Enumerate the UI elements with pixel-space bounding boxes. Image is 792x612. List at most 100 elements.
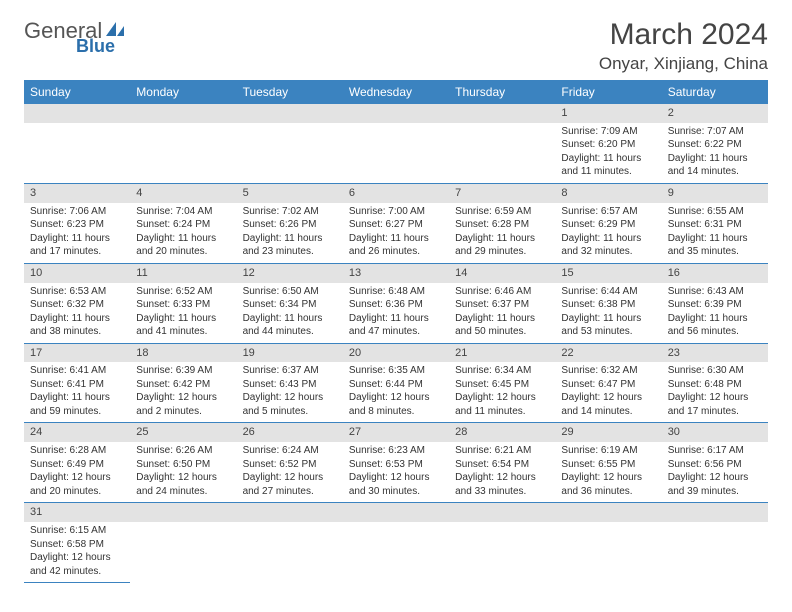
day-number [662,503,768,522]
cell-day2: and 14 minutes. [668,165,762,179]
cell-sunset: Sunset: 6:44 PM [349,378,443,392]
cell-day1: Daylight: 11 hours [30,312,124,326]
calendar-cell: 3Sunrise: 7:06 AMSunset: 6:23 PMDaylight… [24,183,130,263]
cell-sunset: Sunset: 6:26 PM [243,218,337,232]
cell-day2: and 29 minutes. [455,245,549,259]
cell-day2: and 5 minutes. [243,405,337,419]
cell-day1: Daylight: 12 hours [30,471,124,485]
cell-sunset: Sunset: 6:43 PM [243,378,337,392]
cell-sunset: Sunset: 6:49 PM [30,458,124,472]
cell-sunrise: Sunrise: 6:53 AM [30,285,124,299]
day-number: 25 [130,423,236,442]
cell-sunrise: Sunrise: 6:39 AM [136,364,230,378]
cell-inner: 27Sunrise: 6:23 AMSunset: 6:53 PMDayligh… [343,423,449,502]
cell-day2: and 35 minutes. [668,245,762,259]
cell-day2: and 38 minutes. [30,325,124,339]
calendar-cell: 24Sunrise: 6:28 AMSunset: 6:49 PMDayligh… [24,423,130,503]
cell-day1: Daylight: 12 hours [30,551,124,565]
day-number: 29 [555,423,661,442]
cell-sunset: Sunset: 6:39 PM [668,298,762,312]
calendar-cell: 12 Sunrise: 6:50 AMSunset: 6:34 PMDayligh… [237,263,343,343]
cell-inner: 23Sunrise: 6:30 AMSunset: 6:48 PMDayligh… [662,344,768,423]
weekday-header: Sunday [24,80,130,104]
day-number: 22 [555,344,661,363]
calendar-cell: 8Sunrise: 6:57 AMSunset: 6:29 PMDaylight… [555,183,661,263]
day-number [237,104,343,123]
cell-sunrise: Sunrise: 6:59 AM [455,205,549,219]
cell-day2: and 8 minutes. [349,405,443,419]
cell-day1: Daylight: 12 hours [668,391,762,405]
calendar-cell: 14Sunrise: 6:46 AMSunset: 6:37 PMDayligh… [449,263,555,343]
cell-sunrise: Sunrise: 6:55 AM [668,205,762,219]
cell-inner [555,503,661,528]
calendar-cell: 13Sunrise: 6:48 AMSunset: 6:36 PMDayligh… [343,263,449,343]
day-number: 12 [237,264,343,283]
cell-sunset: Sunset: 6:34 PM [243,298,337,312]
cell-day2: and 39 minutes. [668,485,762,499]
calendar-cell [449,503,555,583]
weekday-header: Tuesday [237,80,343,104]
calendar-cell [24,104,130,183]
calendar-row: 24Sunrise: 6:28 AMSunset: 6:49 PMDayligh… [24,423,768,503]
calendar-cell [449,104,555,183]
cell-inner [449,503,555,528]
cell-sunrise: Sunrise: 6:50 AM [243,285,337,299]
cell-inner: 29Sunrise: 6:19 AMSunset: 6:55 PMDayligh… [555,423,661,502]
calendar-cell: 11Sunrise: 6:52 AMSunset: 6:33 PMDayligh… [130,263,236,343]
cell-sunset: Sunset: 6:36 PM [349,298,443,312]
cell-sunrise: Sunrise: 7:09 AM [561,125,655,139]
cell-day1: Daylight: 11 hours [136,232,230,246]
cell-inner: 30Sunrise: 6:17 AMSunset: 6:56 PMDayligh… [662,423,768,502]
day-number [343,503,449,522]
location: Onyar, Xinjiang, China [599,54,768,74]
cell-sunset: Sunset: 6:52 PM [243,458,337,472]
day-number: 3 [24,184,130,203]
cell-inner: 21Sunrise: 6:34 AMSunset: 6:45 PMDayligh… [449,344,555,423]
calendar-cell: 4Sunrise: 7:04 AMSunset: 6:24 PMDaylight… [130,183,236,263]
calendar-cell: 21Sunrise: 6:34 AMSunset: 6:45 PMDayligh… [449,343,555,423]
cell-day1: Daylight: 12 hours [349,471,443,485]
calendar-row: 3Sunrise: 7:06 AMSunset: 6:23 PMDaylight… [24,183,768,263]
calendar-cell: 19Sunrise: 6:37 AMSunset: 6:43 PMDayligh… [237,343,343,423]
day-number: 16 [662,264,768,283]
calendar-cell: 10Sunrise: 6:53 AMSunset: 6:32 PMDayligh… [24,263,130,343]
cell-day1: Daylight: 11 hours [243,312,337,326]
cell-sunrise: Sunrise: 6:48 AM [349,285,443,299]
cell-day1: Daylight: 12 hours [455,391,549,405]
cell-sunset: Sunset: 6:55 PM [561,458,655,472]
cell-sunrise: Sunrise: 6:43 AM [668,285,762,299]
cell-sunset: Sunset: 6:33 PM [136,298,230,312]
cell-inner: 16Sunrise: 6:43 AMSunset: 6:39 PMDayligh… [662,264,768,343]
cell-inner: 18Sunrise: 6:39 AMSunset: 6:42 PMDayligh… [130,344,236,423]
cell-day2: and 59 minutes. [30,405,124,419]
weekday-header: Friday [555,80,661,104]
day-number: 13 [343,264,449,283]
day-number: 15 [555,264,661,283]
cell-day1: Daylight: 11 hours [455,232,549,246]
calendar-row: 17Sunrise: 6:41 AMSunset: 6:41 PMDayligh… [24,343,768,423]
cell-day2: and 53 minutes. [561,325,655,339]
cell-day1: Daylight: 11 hours [349,232,443,246]
cell-day1: Daylight: 12 hours [668,471,762,485]
cell-inner: 6Sunrise: 7:00 AMSunset: 6:27 PMDaylight… [343,184,449,263]
calendar-cell [343,503,449,583]
cell-inner: 15Sunrise: 6:44 AMSunset: 6:38 PMDayligh… [555,264,661,343]
calendar-cell: 20Sunrise: 6:35 AMSunset: 6:44 PMDayligh… [343,343,449,423]
calendar-cell [130,104,236,183]
calendar-cell: 18Sunrise: 6:39 AMSunset: 6:42 PMDayligh… [130,343,236,423]
cell-sunset: Sunset: 6:42 PM [136,378,230,392]
cell-sunrise: Sunrise: 6:26 AM [136,444,230,458]
cell-inner: 22Sunrise: 6:32 AMSunset: 6:47 PMDayligh… [555,344,661,423]
title-block: March 2024 Onyar, Xinjiang, China [599,18,768,74]
cell-sunrise: Sunrise: 6:41 AM [30,364,124,378]
cell-inner [343,503,449,528]
cell-day2: and 23 minutes. [243,245,337,259]
calendar-cell [237,104,343,183]
cell-day1: Daylight: 12 hours [349,391,443,405]
cell-day1: Daylight: 11 hours [561,232,655,246]
cell-inner: 8Sunrise: 6:57 AMSunset: 6:29 PMDaylight… [555,184,661,263]
weekday-header: Thursday [449,80,555,104]
calendar-cell: 1Sunrise: 7:09 AMSunset: 6:20 PMDaylight… [555,104,661,183]
cell-day2: and 24 minutes. [136,485,230,499]
cell-sunset: Sunset: 6:31 PM [668,218,762,232]
